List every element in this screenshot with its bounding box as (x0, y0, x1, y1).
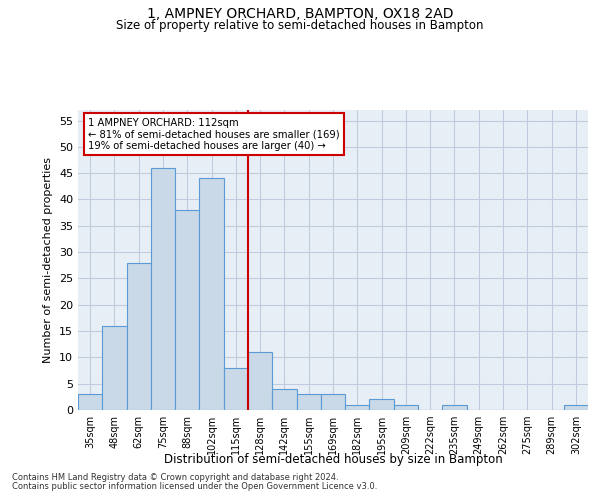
Bar (248, 352, 272, 410)
Bar (345, 404, 370, 410)
Bar (127, 262, 151, 410)
Text: Distribution of semi-detached houses by size in Bampton: Distribution of semi-detached houses by … (164, 452, 502, 466)
Text: 1 AMPNEY ORCHARD: 112sqm
← 81% of semi-detached houses are smaller (169)
19% of : 1 AMPNEY ORCHARD: 112sqm ← 81% of semi-d… (88, 118, 340, 150)
Text: Contains HM Land Registry data © Crown copyright and database right 2024.: Contains HM Land Registry data © Crown c… (12, 474, 338, 482)
Bar (151, 168, 175, 410)
Bar (272, 389, 296, 410)
Y-axis label: Number of semi-detached properties: Number of semi-detached properties (43, 157, 53, 363)
Bar (442, 404, 467, 410)
Bar (175, 210, 199, 410)
Bar (370, 400, 394, 410)
Text: 1, AMPNEY ORCHARD, BAMPTON, OX18 2AD: 1, AMPNEY ORCHARD, BAMPTON, OX18 2AD (147, 8, 453, 22)
Text: Size of property relative to semi-detached houses in Bampton: Size of property relative to semi-detach… (116, 19, 484, 32)
Bar (224, 368, 248, 410)
Bar (296, 394, 321, 410)
Bar (199, 178, 224, 410)
Bar (394, 404, 418, 410)
Bar (321, 394, 345, 410)
Bar (564, 404, 588, 410)
Text: Contains public sector information licensed under the Open Government Licence v3: Contains public sector information licen… (12, 482, 377, 491)
Bar (78, 394, 102, 410)
Bar (102, 326, 127, 410)
